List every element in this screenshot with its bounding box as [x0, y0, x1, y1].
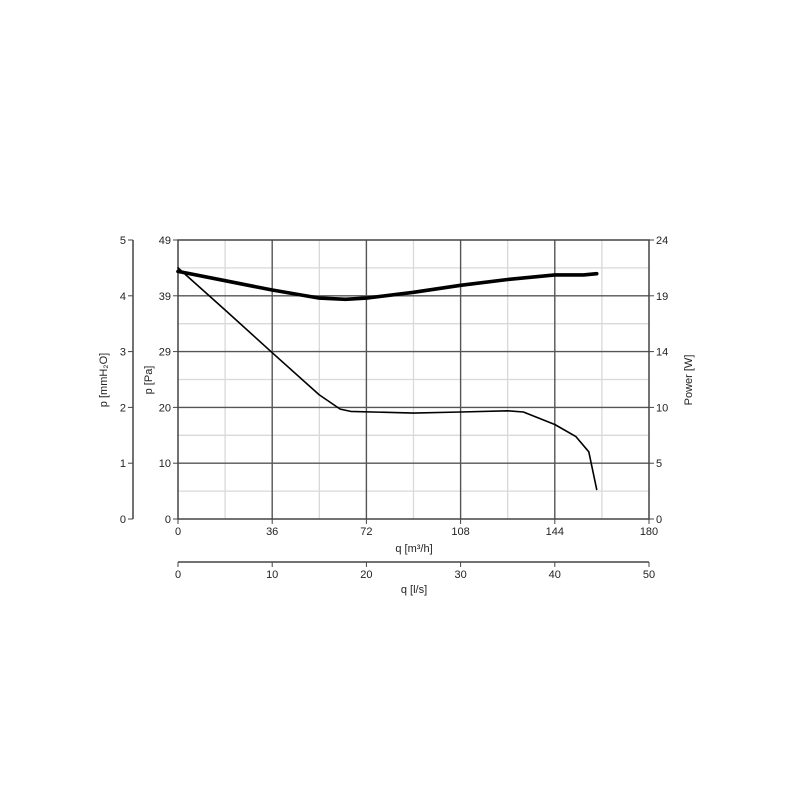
y-power-tick-label: 5 [656, 458, 662, 470]
y-mmh2o-tick-label: 4 [120, 291, 126, 303]
y-pa-tick-label: 29 [159, 347, 171, 359]
pressure-curve [177, 267, 598, 491]
x-ls-tick-label: 20 [360, 569, 372, 581]
y-power-tick-label: 14 [656, 347, 668, 359]
y-pa-tick-label: 0 [165, 514, 171, 526]
x-ls-tick-label: 40 [549, 569, 561, 581]
y-mmh2o-tick-label: 1 [120, 458, 126, 470]
x-ls-tick-label: 0 [175, 569, 181, 581]
y-power-tick-label: 0 [656, 514, 662, 526]
plot-border [177, 239, 650, 520]
y-pa-tick-label: 20 [159, 402, 171, 414]
x-m3h-tick-label: 180 [640, 526, 658, 538]
y-axis-label-pa: p [Pa] [143, 366, 155, 395]
plot-frame [177, 239, 650, 520]
y-power-tick-label: 10 [656, 402, 668, 414]
y-axis-label-mmh2o: p [mmH₂O] [98, 353, 110, 407]
y-mmh2o-tick-label: 0 [120, 514, 126, 526]
x-m3h-tick-label: 144 [546, 526, 564, 538]
y-mmh2o-tick-label: 2 [120, 402, 126, 414]
y-axis-label-power: Power [W] [683, 355, 695, 406]
y-pa-tick-label: 49 [159, 235, 171, 247]
x-axis-label-m3h: q [m³/h] [395, 543, 432, 555]
x-axis-label-ls: q [l/s] [401, 584, 427, 596]
y-power-tick-label: 19 [656, 291, 668, 303]
x-ls-tick-label: 10 [266, 569, 278, 581]
power-curve [176, 269, 599, 302]
x-ls-tick-label: 50 [643, 569, 655, 581]
x-m3h-tick-label: 72 [360, 526, 372, 538]
y-mmh2o-tick-label: 5 [120, 235, 126, 247]
y-pa-tick-label: 10 [159, 458, 171, 470]
y-pa-tick-label: 39 [159, 291, 171, 303]
x-ls-tick-label: 30 [454, 569, 466, 581]
grid [178, 240, 649, 519]
series [176, 267, 599, 491]
y-mmh2o-tick-label: 3 [120, 347, 126, 359]
x-m3h-tick-label: 36 [266, 526, 278, 538]
y-power-tick-label: 24 [656, 235, 668, 247]
x-m3h-tick-label: 0 [175, 526, 181, 538]
x-m3h-tick-label: 108 [451, 526, 469, 538]
